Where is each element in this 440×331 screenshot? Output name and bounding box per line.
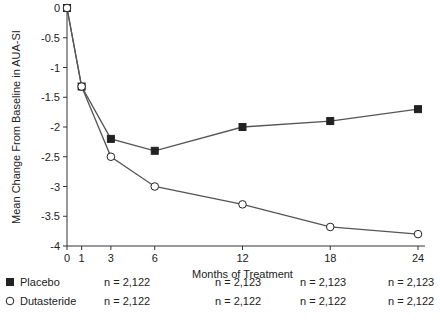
n-label: n = 2,123 bbox=[388, 276, 434, 288]
x-tick-label: 18 bbox=[324, 252, 336, 264]
y-tick bbox=[63, 37, 67, 38]
legend-marker bbox=[7, 279, 14, 286]
y-tick bbox=[63, 156, 67, 157]
y-tick-label: -0.5 bbox=[41, 32, 60, 44]
y-tick bbox=[63, 246, 67, 247]
y-tick-label: -3.5 bbox=[41, 210, 60, 222]
data-point bbox=[415, 106, 422, 113]
y-tick-label: -4 bbox=[50, 240, 60, 252]
data-point bbox=[151, 147, 158, 154]
x-tick bbox=[81, 246, 82, 250]
data-point bbox=[414, 230, 422, 238]
y-tick bbox=[63, 67, 67, 68]
y-tick bbox=[63, 127, 67, 128]
x-tick bbox=[110, 246, 111, 250]
data-point bbox=[327, 118, 334, 125]
data-point bbox=[107, 135, 114, 142]
data-point bbox=[151, 183, 159, 191]
x-tick-label: 24 bbox=[412, 252, 424, 264]
x-tick-label: 6 bbox=[152, 252, 158, 264]
y-axis-label: Mean Change From Baseline in AUA-SI bbox=[10, 30, 22, 224]
n-label: n = 2,122 bbox=[104, 276, 150, 288]
x-tick bbox=[330, 246, 331, 250]
x-tick-label: 3 bbox=[108, 252, 114, 264]
y-tick-label: -1 bbox=[50, 62, 60, 74]
x-tick-label: 0 bbox=[64, 252, 70, 264]
data-point bbox=[64, 5, 71, 12]
y-tick bbox=[63, 186, 67, 187]
x-tick bbox=[418, 246, 419, 250]
data-point bbox=[239, 201, 247, 209]
y-tick-label: -2.5 bbox=[41, 151, 60, 163]
x-tick-label: 12 bbox=[236, 252, 248, 264]
n-label: n = 2,122 bbox=[104, 295, 150, 307]
x-tick-label: 1 bbox=[79, 252, 85, 264]
series-line bbox=[67, 8, 418, 234]
n-label: n = 2,122 bbox=[300, 295, 346, 307]
x-tick bbox=[67, 246, 68, 250]
x-axis bbox=[67, 246, 425, 247]
legend-label: Dutasteride bbox=[20, 295, 76, 307]
y-tick-label: -3 bbox=[50, 181, 60, 193]
n-label: n = 2,122 bbox=[388, 295, 434, 307]
data-point bbox=[78, 83, 86, 91]
x-tick bbox=[242, 246, 243, 250]
data-point bbox=[107, 153, 115, 161]
y-tick bbox=[63, 216, 67, 217]
legend-marker bbox=[6, 297, 14, 305]
n-label: n = 2,123 bbox=[300, 276, 346, 288]
n-label: n = 2,122 bbox=[215, 295, 261, 307]
data-point bbox=[326, 223, 334, 231]
data-point bbox=[78, 83, 85, 90]
x-tick bbox=[154, 246, 155, 250]
data-point bbox=[239, 124, 246, 131]
y-tick-label: 0 bbox=[54, 2, 60, 14]
y-tick-label: -1.5 bbox=[41, 91, 60, 103]
series-line bbox=[67, 8, 418, 151]
y-tick-label: -2 bbox=[50, 121, 60, 133]
legend-label: Placebo bbox=[20, 276, 60, 288]
n-label: n = 2,123 bbox=[215, 276, 261, 288]
y-tick bbox=[63, 97, 67, 98]
data-point bbox=[63, 4, 71, 12]
plot-area bbox=[63, 4, 422, 238]
chart: 0-0.5-1-1.5-2-2.5-3-3.5-40136121824Month… bbox=[0, 0, 440, 331]
